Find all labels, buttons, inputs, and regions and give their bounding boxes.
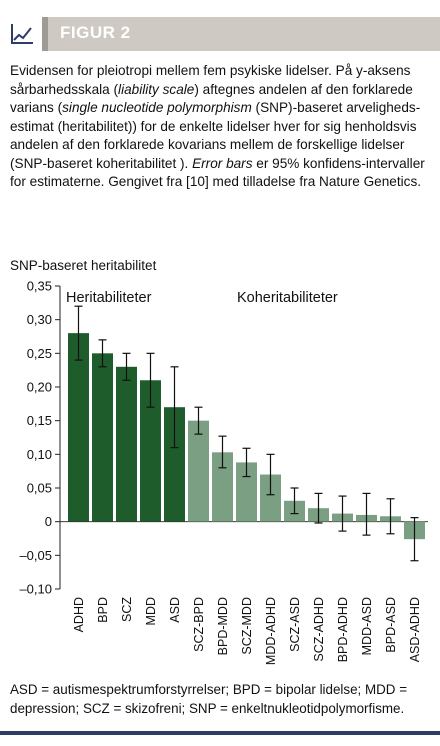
y-tick-label: 0,25 [27, 346, 52, 361]
line-chart-icon [0, 17, 48, 51]
x-tick-label: MDD-ADHD [264, 597, 278, 665]
bar [92, 353, 113, 522]
bar [212, 452, 233, 522]
caption-text-4: er 95% konfidens-intervaller for estimat… [10, 155, 425, 190]
x-tick-label: MDD-ASD [360, 597, 374, 655]
y-tick-label: –0,10 [19, 582, 52, 597]
x-tick-label: MDD [144, 597, 158, 625]
y-tick-label: 0 [45, 514, 52, 529]
x-tick-label: SCZ [120, 597, 134, 622]
y-axis-label: SNP-baseret heritabilitet [10, 258, 157, 273]
bar [68, 333, 89, 522]
x-tick-label: SCZ-BPD [192, 597, 206, 652]
x-tick-label: ASD-ADHD [408, 597, 422, 662]
x-tick-label: SCZ-ADHD [312, 597, 326, 662]
x-tick-label: ADHD [72, 597, 86, 632]
x-tick-label: ASD [168, 597, 182, 623]
y-tick-label: 0,35 [27, 279, 52, 294]
bar-chart: SNP-baseret heritabilitet 0,35 0,30 0,25 0,2… [10, 258, 428, 665]
annotation-heritabiliteter: Heritabiliteter [66, 290, 152, 306]
y-tick-label: 0,05 [27, 481, 52, 496]
abbreviation-footnote: ASD = autismespektrumforstyrrelser; BPD … [10, 682, 408, 716]
figure-header: FIGUR 2 [0, 17, 440, 51]
x-tick-label: SCZ-ASD [288, 597, 302, 652]
caption-text-3: (SNP)-baseret arveligheds­estimat (herit… [10, 100, 421, 171]
bar [260, 474, 281, 522]
caption-italic-2: single nucleotide polymorphism [62, 100, 252, 115]
x-tick-label: SCZ-MDD [240, 597, 254, 655]
y-tick-label: 0,15 [27, 413, 52, 428]
x-tick-label: BPD-ASD [384, 597, 398, 653]
caption-italic-1: liability scale [118, 81, 195, 97]
bar [236, 462, 257, 522]
figure-title: FIGUR 2 [60, 23, 131, 42]
x-tick-label: BPD [96, 597, 110, 623]
x-tick-label: BPD-MDD [216, 597, 230, 655]
caption-italic-3: Error bars [192, 155, 253, 171]
figure-caption: Evidensen for pleiotropi mellem fem psyk… [10, 62, 434, 192]
annotation-koheritabiliteter: Koheritabiliteter [237, 290, 338, 306]
bottom-rule [0, 731, 440, 735]
caption-text-1: Evidensen for pleiotropi mellem fem psyk… [10, 63, 411, 97]
x-tick-label: BPD-ADHD [336, 597, 350, 662]
y-tick-label: 0,10 [27, 447, 52, 462]
bar [140, 380, 161, 522]
y-tick-label: –0,05 [19, 548, 52, 563]
bar [188, 420, 209, 522]
bar [164, 407, 185, 522]
caption-text-2: ) aftegnes andelen af den forklarede var… [10, 81, 413, 116]
bar [116, 366, 137, 522]
y-tick-label: 0,20 [27, 380, 52, 395]
y-tick-label: 0,30 [27, 312, 52, 327]
